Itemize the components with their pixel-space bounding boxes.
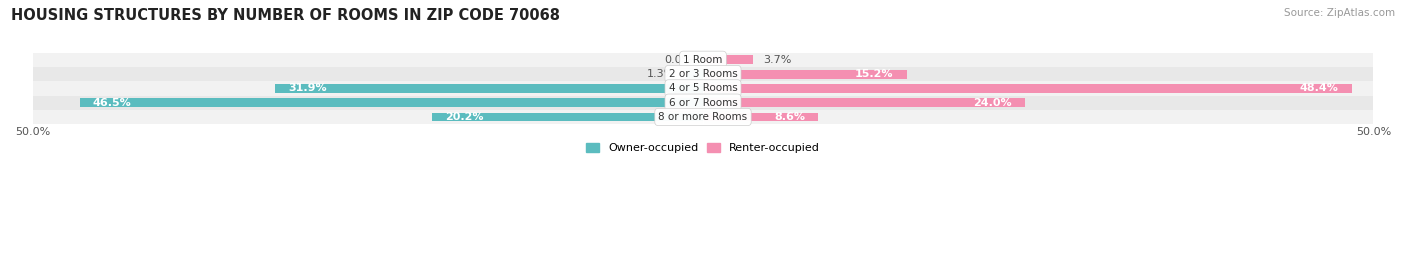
Text: 15.2%: 15.2% <box>855 69 893 79</box>
Bar <box>686 70 703 79</box>
Text: 2 or 3 Rooms: 2 or 3 Rooms <box>669 69 737 79</box>
Legend: Owner-occupied, Renter-occupied: Owner-occupied, Renter-occupied <box>581 139 825 158</box>
Text: Source: ZipAtlas.com: Source: ZipAtlas.com <box>1284 8 1395 18</box>
Bar <box>32 81 1374 95</box>
Bar <box>32 67 1374 81</box>
Text: 0.0%: 0.0% <box>664 55 692 65</box>
Bar <box>703 112 818 121</box>
Text: 8.6%: 8.6% <box>773 112 804 122</box>
Text: 3.7%: 3.7% <box>763 55 792 65</box>
Text: 46.5%: 46.5% <box>93 98 132 108</box>
Bar <box>32 95 1374 110</box>
Text: 24.0%: 24.0% <box>973 98 1011 108</box>
Bar <box>80 98 703 107</box>
Text: 1.3%: 1.3% <box>647 69 675 79</box>
Text: 8 or more Rooms: 8 or more Rooms <box>658 112 748 122</box>
Text: 4 or 5 Rooms: 4 or 5 Rooms <box>669 83 737 93</box>
Text: 1 Room: 1 Room <box>683 55 723 65</box>
Bar <box>703 55 752 64</box>
Bar <box>432 112 703 121</box>
Bar <box>32 110 1374 124</box>
Bar <box>32 53 1374 67</box>
Text: HOUSING STRUCTURES BY NUMBER OF ROOMS IN ZIP CODE 70068: HOUSING STRUCTURES BY NUMBER OF ROOMS IN… <box>11 8 560 23</box>
Bar <box>703 98 1025 107</box>
Text: 6 or 7 Rooms: 6 or 7 Rooms <box>669 98 737 108</box>
Text: 31.9%: 31.9% <box>288 83 328 93</box>
Bar <box>276 84 703 93</box>
Text: 48.4%: 48.4% <box>1299 83 1339 93</box>
Text: 20.2%: 20.2% <box>446 112 484 122</box>
Bar <box>703 84 1353 93</box>
Bar <box>703 70 907 79</box>
